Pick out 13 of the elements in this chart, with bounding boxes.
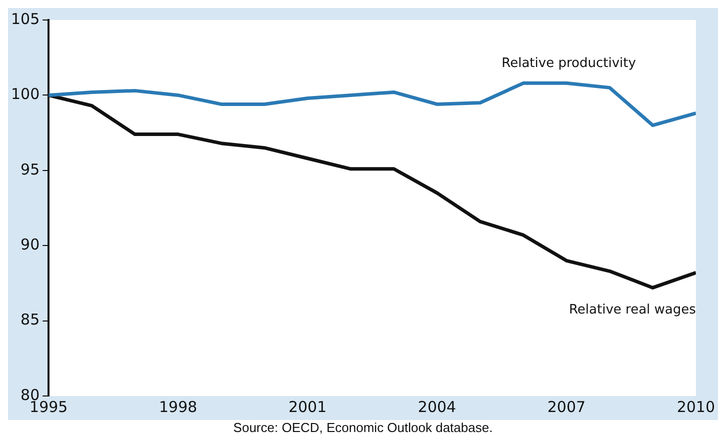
y-tick-label: 90: [20, 235, 40, 254]
y-tick-label: 100: [10, 85, 40, 104]
y-tick-label: 95: [20, 160, 40, 178]
x-tick-label: 2010: [676, 398, 716, 416]
text: Relative real wages: [568, 302, 696, 318]
series-label: Relative productivity: [502, 56, 636, 72]
source-note: Source: OECD, Economic Outlook database.: [232, 420, 494, 435]
y-tick-label: 85: [20, 310, 40, 329]
x-tick-label: 2001: [288, 398, 327, 416]
x-tick-label: 2004: [418, 398, 456, 416]
x-tick-label: 2007: [547, 398, 586, 416]
y-tick-label: 105: [10, 10, 40, 28]
x-tick-label: 1998: [158, 398, 198, 416]
